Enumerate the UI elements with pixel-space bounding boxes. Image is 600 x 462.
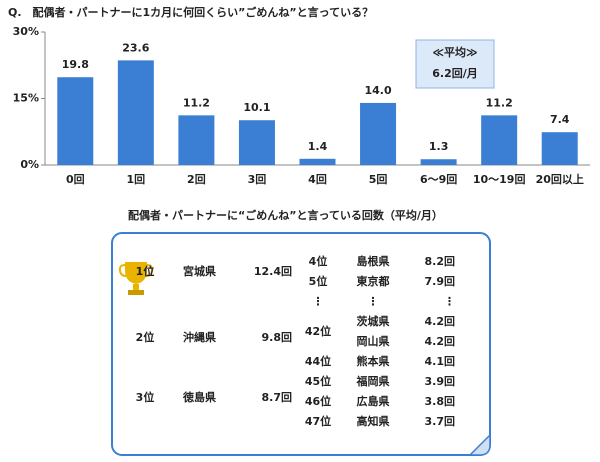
y-tick-label: 15% (13, 92, 39, 105)
prefecture: 熊本県 (357, 354, 390, 368)
value-label: 7.4 (550, 113, 570, 126)
value-label: 11.2 (183, 96, 210, 109)
value: 4.1回 (425, 354, 456, 368)
average-label: 6.2回/月 (432, 66, 478, 80)
prefecture: 広島県 (357, 394, 390, 408)
x-tick-label: 1回 (127, 172, 146, 186)
prefecture: 岡山県 (357, 334, 390, 348)
value-label: 1.3 (429, 140, 449, 153)
rank: 4位 (309, 254, 328, 268)
value-label: 1.4 (308, 140, 328, 153)
ranking-card (111, 232, 491, 456)
bar (299, 158, 336, 165)
bar (541, 132, 578, 165)
value: 8.7回 (262, 390, 293, 404)
value-label: 19.8 (62, 58, 89, 71)
bar (238, 120, 275, 165)
value: 7.9回 (425, 274, 456, 288)
value: ⋮ (444, 295, 455, 308)
rank: 5位 (309, 274, 328, 288)
value-label: 23.6 (122, 41, 149, 54)
rank: ⋮ (313, 295, 324, 308)
prefecture: 高知県 (357, 414, 390, 428)
x-tick-label: 0回 (66, 172, 85, 186)
ranking-title: 配偶者・パートナーに“ごめんね”と言っている回数（平均/月） (128, 208, 443, 222)
prefecture: 沖縄県 (183, 330, 216, 344)
rank: 46位 (305, 394, 331, 408)
x-tick-label: 6～9回 (420, 172, 457, 186)
rank: 45位 (305, 374, 331, 388)
value-label: 14.0 (364, 84, 391, 97)
value: 9.8回 (262, 330, 293, 344)
prefecture: 茨城県 (357, 314, 390, 328)
value-label: 11.2 (486, 96, 513, 109)
y-tick-label: 30% (13, 25, 39, 38)
bar (360, 102, 397, 165)
x-tick-label: 2回 (187, 172, 206, 186)
rank: 3位 (136, 390, 155, 404)
prefecture: 福岡県 (356, 374, 390, 388)
average-label: ≪平均≫ (432, 45, 477, 59)
bar (117, 60, 154, 165)
x-tick-label: 4回 (308, 172, 327, 186)
prefecture: ⋮ (368, 295, 379, 308)
value: 3.9回 (425, 374, 456, 388)
rank: 1位 (136, 264, 155, 278)
value: 8.2回 (425, 254, 456, 268)
bar (420, 159, 457, 165)
x-tick-label: 10～19回 (473, 172, 526, 186)
rank: 2位 (136, 330, 155, 344)
rank: 47位 (305, 414, 331, 428)
x-tick-label: 3回 (248, 172, 267, 186)
value: 4.2回 (425, 314, 456, 328)
card-fold (468, 433, 491, 456)
value-label: 10.1 (243, 101, 270, 114)
value: 3.8回 (425, 394, 456, 408)
chart-title: Q. 配偶者・パートナーに1カ月に何回くらい”ごめんね”と言っている？ (8, 5, 373, 19)
rank: 42位 (305, 324, 331, 338)
prefecture: 宮城県 (183, 264, 216, 278)
prefecture: 徳島県 (182, 390, 216, 404)
value: 12.4回 (254, 264, 292, 278)
rank: 44位 (305, 354, 331, 368)
x-tick-label: 5回 (369, 172, 388, 186)
trophy (118, 262, 154, 295)
y-tick-label: 0% (20, 158, 39, 171)
average-box (415, 39, 495, 89)
x-tick-label: 20回以上 (536, 172, 584, 186)
value: 4.2回 (425, 334, 456, 348)
bar (178, 115, 215, 165)
prefecture: 東京都 (357, 274, 390, 288)
value: 3.7回 (425, 414, 456, 428)
bar (57, 77, 94, 165)
prefecture: 島根県 (357, 254, 390, 268)
bar (481, 115, 518, 165)
